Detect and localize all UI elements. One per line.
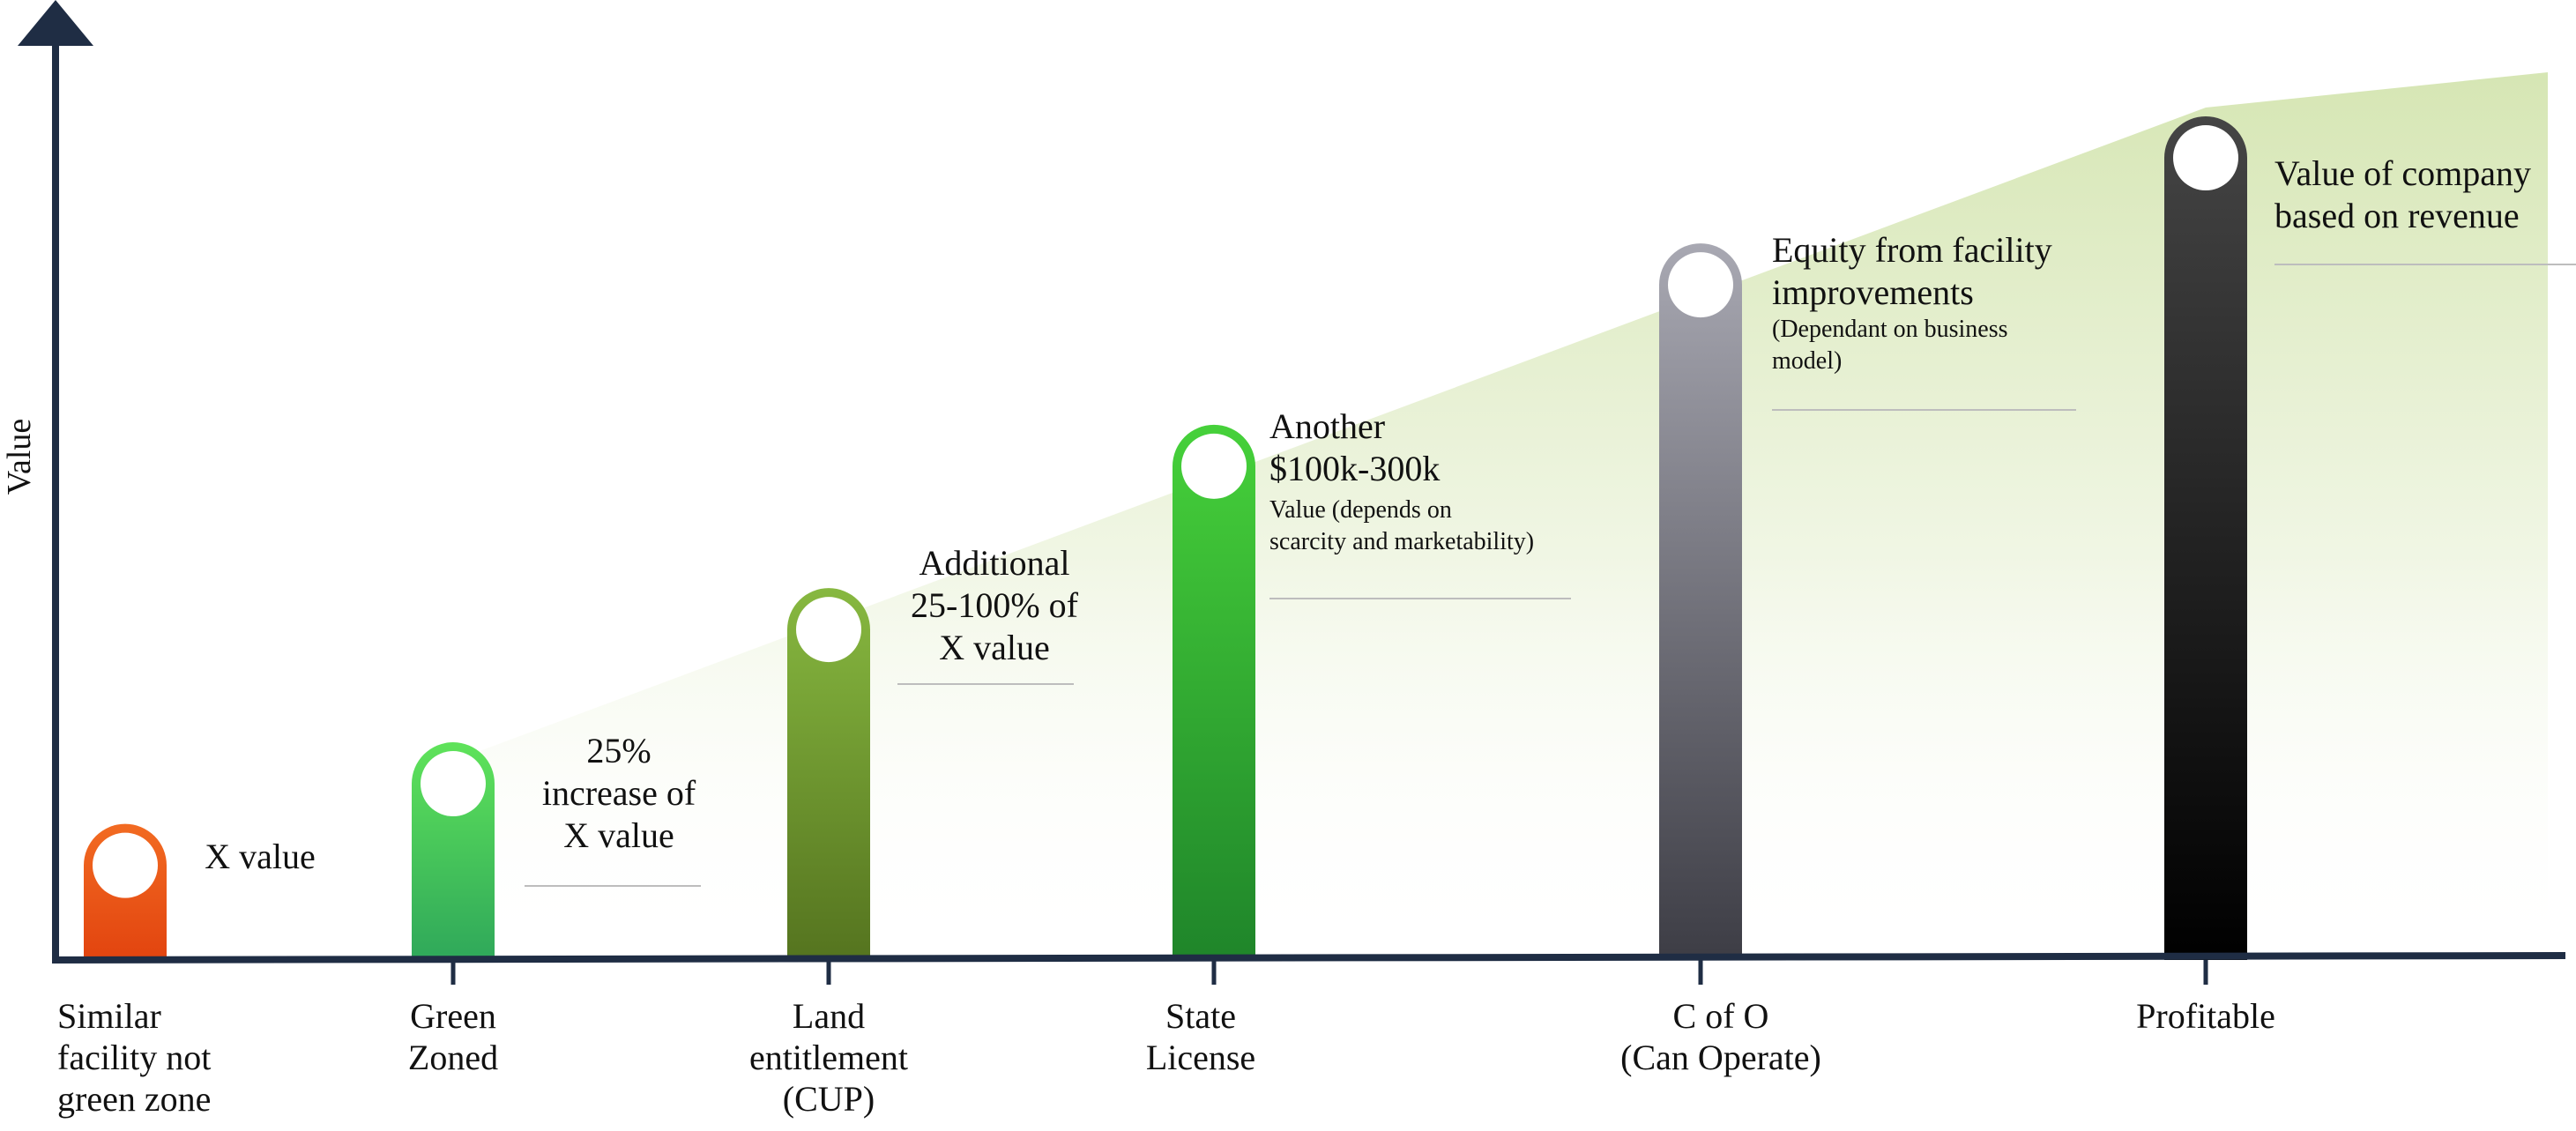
- category-label-line: License: [1146, 1038, 1255, 1077]
- bar-1: [84, 823, 167, 960]
- annotation-line: X value: [563, 815, 674, 855]
- bar-body: [1173, 424, 1255, 960]
- category-label-line: entitlement: [749, 1038, 908, 1077]
- value-growth-area: [480, 72, 2548, 960]
- annotation-line: increase of: [542, 773, 696, 813]
- category-label-line: Zoned: [408, 1038, 498, 1077]
- annotation-note: model): [1772, 347, 1842, 375]
- bar-marker-circle: [421, 751, 486, 817]
- annotation-line: Equity from facility: [1772, 230, 2052, 270]
- category-label-line: (CUP): [783, 1079, 875, 1119]
- category-label-line: C of O: [1673, 996, 1769, 1036]
- bar-marker-circle: [93, 832, 158, 898]
- category-label-line: Profitable: [2136, 996, 2275, 1036]
- bar-marker-circle: [2173, 125, 2238, 191]
- bar-body: [787, 588, 870, 960]
- category-label-line: State: [1165, 996, 1236, 1036]
- y-axis-arrow-icon: [18, 0, 93, 46]
- annotation-line: $100k-300k: [1269, 449, 1440, 488]
- annotation-line: 25%: [586, 731, 651, 770]
- bar-marker-circle: [1668, 252, 1733, 318]
- annotation-line: Additional: [919, 543, 1069, 583]
- x-axis-line: [51, 952, 2566, 964]
- bar-marker-circle: [796, 597, 861, 663]
- category-label-line: Similar: [57, 996, 161, 1036]
- annotation-line: 25-100% of: [911, 585, 1079, 625]
- annotation-2: 25%increase ofX value: [525, 731, 701, 887]
- annotation-line: X value: [205, 837, 316, 876]
- bar-marker-circle: [1181, 433, 1247, 499]
- bar-6: [2164, 116, 2247, 960]
- bar-body: [1659, 243, 1742, 961]
- y-axis-title: Value: [1, 419, 38, 495]
- annotation-line: Value of company: [2274, 153, 2531, 193]
- axes: Value: [1, 0, 2566, 964]
- bar-body: [2164, 116, 2247, 960]
- bars: [84, 116, 2247, 961]
- annotation-4: Another$100k-300k Value (depends on scarci…: [1269, 406, 1571, 599]
- category-label-line: Green: [410, 996, 496, 1036]
- bar-4: [1173, 424, 1255, 960]
- annotation-line: Another: [1269, 406, 1385, 446]
- bar-5: [1659, 243, 1742, 961]
- category-label-line: Land: [793, 996, 865, 1036]
- annotation-1: X value: [205, 837, 316, 876]
- bar-3: [787, 588, 870, 960]
- category-label-line: facility not: [57, 1038, 211, 1077]
- category-label-5: C of O(Can Operate): [1620, 960, 1821, 1077]
- annotation-note: (Dependant on business: [1772, 316, 2008, 343]
- annotation-line: improvements: [1772, 272, 1974, 312]
- annotation-note: Value (depends on: [1269, 496, 1452, 524]
- annotation-line: X value: [939, 628, 1050, 667]
- category-label-line: green zone: [57, 1079, 211, 1119]
- bar-2: [412, 742, 495, 960]
- annotation-note: scarcity and marketability): [1269, 528, 1534, 555]
- category-label-line: (Can Operate): [1620, 1038, 1821, 1077]
- category-label-6: Profitable: [2136, 960, 2275, 1036]
- annotation-line: based on revenue: [2274, 196, 2520, 235]
